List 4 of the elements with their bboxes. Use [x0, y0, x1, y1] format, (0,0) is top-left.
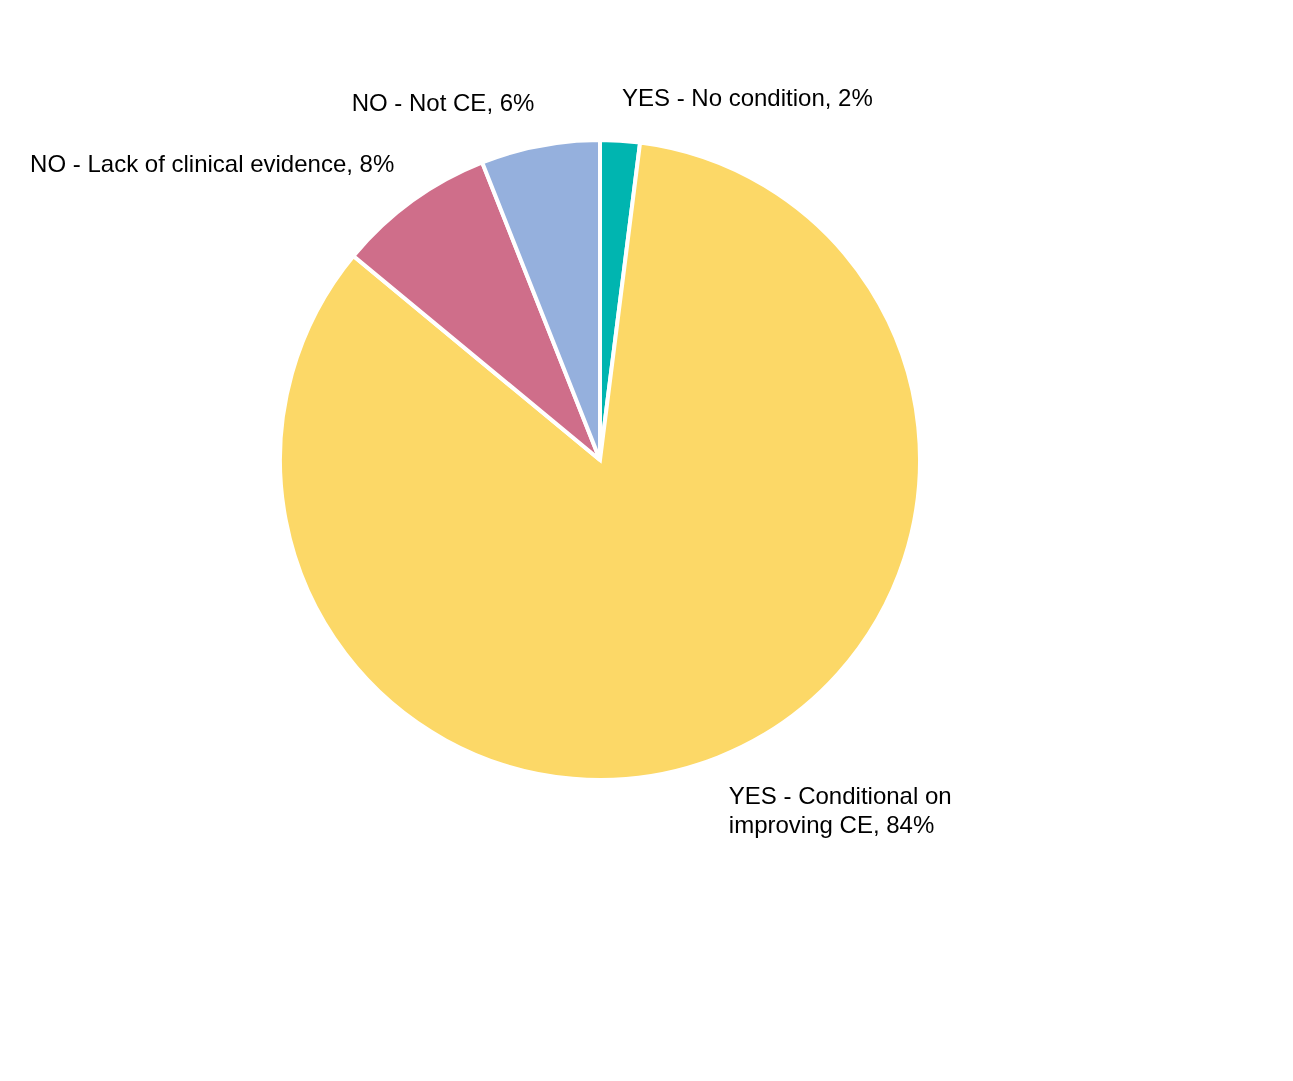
slice-label: YES - Conditional on improving CE, 84% [728, 782, 952, 839]
slice-label: NO - Lack of clinical evidence, 8% [30, 149, 395, 177]
slice-label: YES - No condition, 2% [621, 83, 873, 111]
slice-label: NO - Not CE, 6% [351, 89, 535, 117]
